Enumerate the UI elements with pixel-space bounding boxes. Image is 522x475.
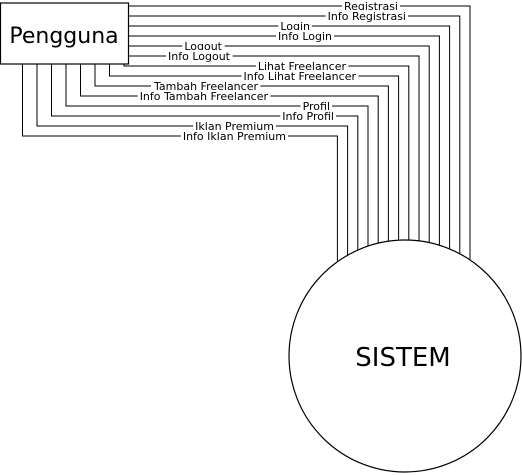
flow-line: [128, 35, 440, 246]
flow-label: Info Login: [278, 30, 332, 43]
entity-label: Pengguna: [9, 24, 118, 49]
flow-label: Iklan Premium: [195, 120, 274, 133]
flow-label-background: [241, 70, 359, 83]
flow-line: [22, 64, 338, 262]
flow-label-background: [276, 30, 335, 43]
flow-label: Info Lihat Freelancer: [244, 70, 357, 83]
entity-box: [0, 2, 130, 65]
flow-label: Lihat Freelancer: [258, 60, 347, 73]
process-circle: [288, 239, 522, 473]
flow-line: [51, 64, 359, 251]
flow-label-background: [341, 0, 400, 13]
flow-label-background: [193, 120, 276, 133]
flow-label-background: [278, 20, 313, 33]
flow-label-background: [255, 60, 349, 73]
flow-label: Logout: [184, 40, 222, 53]
flow-label-background: [280, 110, 336, 123]
flow-label-background: [325, 10, 408, 23]
flow-label: Info Tambah Freelancer: [140, 90, 269, 103]
flow-line: [128, 25, 451, 249]
flow-label: Login: [280, 20, 310, 33]
flow-label-background: [166, 50, 233, 63]
sistem-process: SISTEM: [288, 239, 522, 473]
flow-label: Info Iklan Premium: [183, 130, 286, 143]
flow-label: Tambah Freelancer: [153, 80, 258, 93]
process-label: SISTEM: [355, 343, 450, 373]
flow-line: [36, 64, 349, 256]
flow-label-background: [182, 40, 225, 53]
flow-label-background: [137, 90, 271, 103]
flow-label: Info Logout: [168, 50, 231, 63]
flow-label: Profil: [303, 100, 330, 113]
flow-label-background: [151, 80, 261, 93]
flow-line: [128, 15, 461, 254]
flow-label: Info Registrasi: [328, 10, 406, 23]
flow-line: [128, 5, 471, 260]
flow-label-background: [180, 130, 288, 143]
flow-label: Info Profil: [282, 110, 334, 123]
flow-label-background: [300, 100, 332, 113]
pengguna-entity: Pengguna: [0, 2, 130, 65]
flow-line: [65, 64, 369, 247]
flow-line: [128, 45, 430, 243]
flow-label: Registrasi: [344, 0, 398, 13]
